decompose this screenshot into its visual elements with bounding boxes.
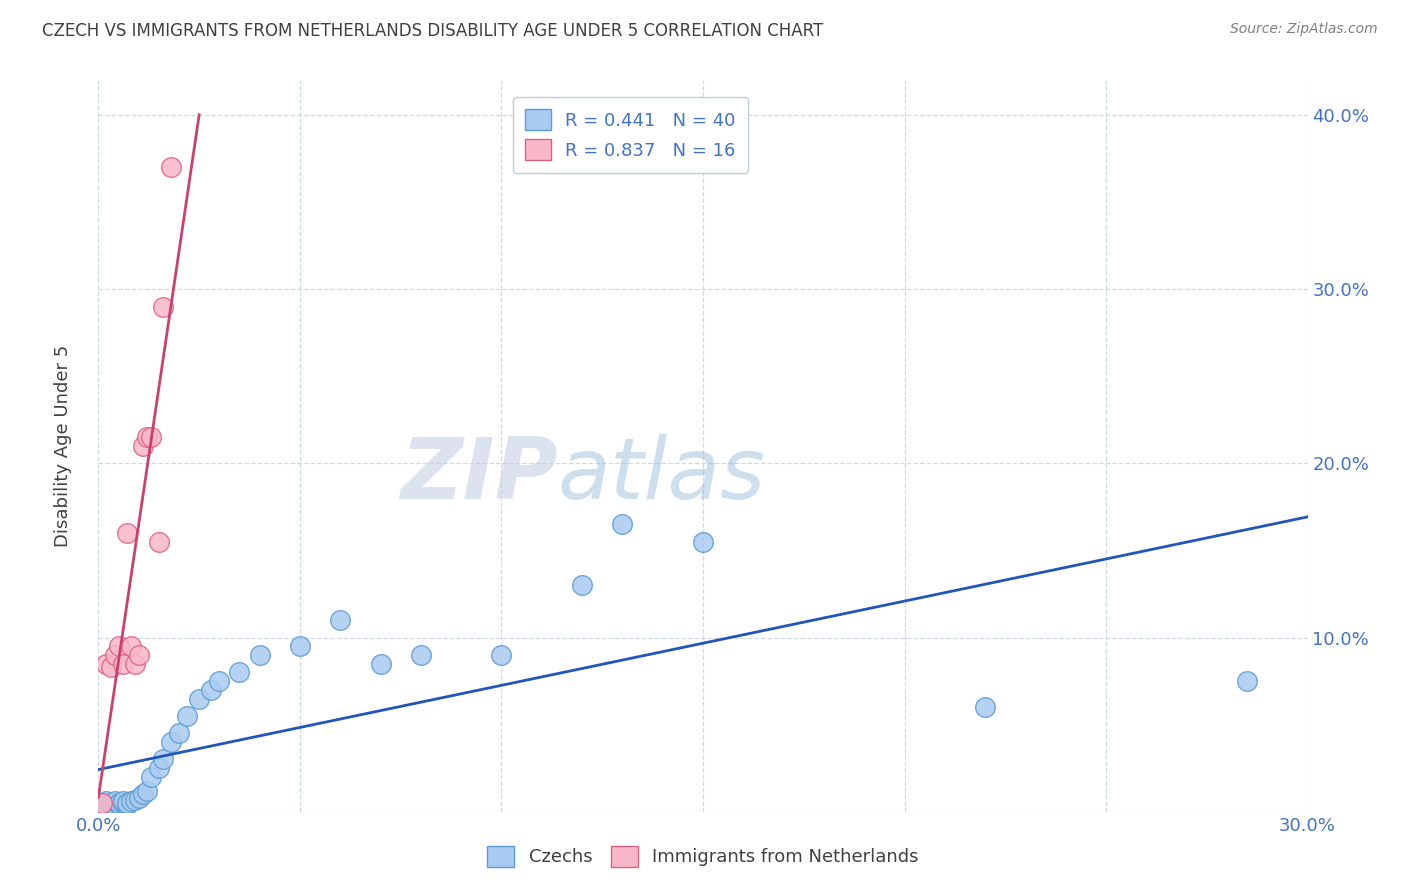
Point <box>491 648 513 662</box>
Point <box>152 300 174 314</box>
Point <box>115 526 138 541</box>
Point <box>135 430 157 444</box>
Point <box>124 792 146 806</box>
Point <box>103 794 125 808</box>
Point <box>115 797 138 812</box>
Point <box>100 796 122 810</box>
Point <box>188 691 211 706</box>
Point <box>124 657 146 671</box>
Legend: Czechs, Immigrants from Netherlands: Czechs, Immigrants from Netherlands <box>478 837 928 876</box>
Point <box>96 657 118 671</box>
Point <box>176 709 198 723</box>
Point <box>409 648 432 662</box>
Text: ZIP: ZIP <box>401 434 558 516</box>
Point <box>128 648 150 662</box>
Text: Disability Age Under 5: Disability Age Under 5 <box>55 345 72 547</box>
Text: CZECH VS IMMIGRANTS FROM NETHERLANDS DISABILITY AGE UNDER 5 CORRELATION CHART: CZECH VS IMMIGRANTS FROM NETHERLANDS DIS… <box>42 22 824 40</box>
Point <box>148 534 170 549</box>
Point <box>111 796 134 810</box>
Point <box>200 682 222 697</box>
Legend: R = 0.441   N = 40, R = 0.837   N = 16: R = 0.441 N = 40, R = 0.837 N = 16 <box>513 96 748 173</box>
Point <box>91 796 114 810</box>
Point <box>100 797 122 812</box>
Point <box>115 796 138 810</box>
Point <box>107 797 129 812</box>
Point <box>571 578 593 592</box>
Point <box>111 794 134 808</box>
Point <box>135 784 157 798</box>
Text: atlas: atlas <box>558 434 766 516</box>
Point <box>128 790 150 805</box>
Point <box>249 648 271 662</box>
Point <box>132 787 155 801</box>
Point <box>111 657 134 671</box>
Point <box>120 794 142 808</box>
Point <box>288 640 311 654</box>
Point <box>91 796 114 810</box>
Point <box>139 430 162 444</box>
Point <box>692 534 714 549</box>
Point <box>103 648 125 662</box>
Point <box>148 761 170 775</box>
Point <box>139 770 162 784</box>
Point <box>208 674 231 689</box>
Point <box>228 665 250 680</box>
Point <box>160 735 183 749</box>
Point <box>107 796 129 810</box>
Point <box>370 657 392 671</box>
Point <box>974 700 997 714</box>
Point <box>612 517 634 532</box>
Point <box>167 726 190 740</box>
Point <box>91 797 114 812</box>
Point <box>160 161 183 175</box>
Point <box>132 439 155 453</box>
Point <box>120 640 142 654</box>
Point <box>103 799 125 814</box>
Point <box>100 660 122 674</box>
Text: Source: ZipAtlas.com: Source: ZipAtlas.com <box>1230 22 1378 37</box>
Point <box>96 794 118 808</box>
Point <box>107 640 129 654</box>
Point <box>96 799 118 814</box>
Point <box>329 613 352 627</box>
Point <box>152 752 174 766</box>
Point <box>1236 674 1258 689</box>
